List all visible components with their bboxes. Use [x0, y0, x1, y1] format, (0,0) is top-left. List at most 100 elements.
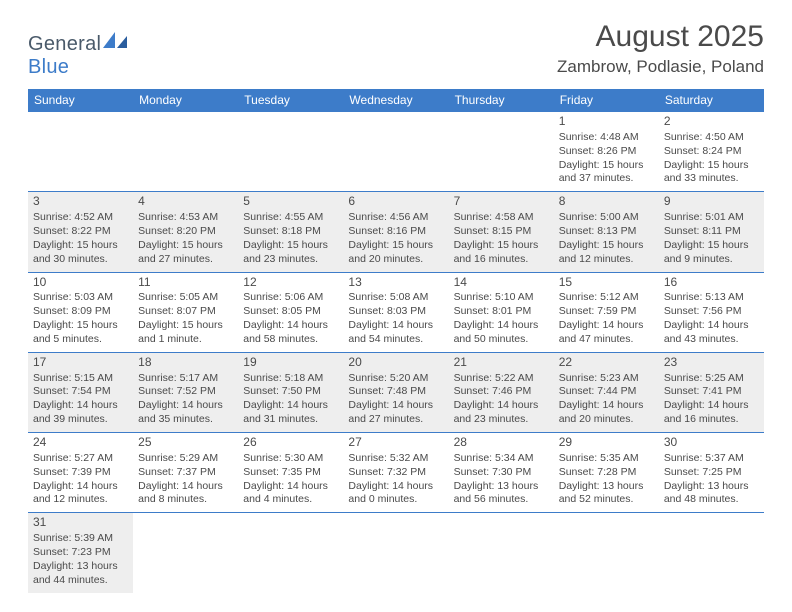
- day-cell: 29Sunrise: 5:35 AMSunset: 7:28 PMDayligh…: [554, 433, 659, 513]
- dayname: Monday: [133, 89, 238, 112]
- sunrise-text: Sunrise: 5:00 AM: [559, 211, 654, 225]
- sunset-text: Sunset: 8:22 PM: [33, 225, 128, 239]
- sunrise-text: Sunrise: 4:58 AM: [454, 211, 549, 225]
- day-cell: 5Sunrise: 4:55 AMSunset: 8:18 PMDaylight…: [238, 192, 343, 272]
- sunset-text: Sunset: 7:46 PM: [454, 385, 549, 399]
- daynames-row: Sunday Monday Tuesday Wednesday Thursday…: [28, 89, 764, 112]
- sunrise-text: Sunrise: 4:55 AM: [243, 211, 338, 225]
- week-row: 24Sunrise: 5:27 AMSunset: 7:39 PMDayligh…: [28, 433, 764, 513]
- day-number: 20: [348, 355, 443, 371]
- daylight-text: and 43 minutes.: [664, 333, 759, 347]
- daylight-text: Daylight: 14 hours: [33, 480, 128, 494]
- daylight-text: and 56 minutes.: [454, 493, 549, 507]
- day-number: 5: [243, 194, 338, 210]
- day-number: 10: [33, 275, 128, 291]
- daylight-text: Daylight: 14 hours: [559, 399, 654, 413]
- daylight-text: and 20 minutes.: [559, 413, 654, 427]
- day-number: 17: [33, 355, 128, 371]
- week-row: 17Sunrise: 5:15 AMSunset: 7:54 PM Dayligh…: [28, 352, 764, 432]
- day-number: 22: [559, 355, 654, 371]
- day-cell: [449, 513, 554, 593]
- daylight-text: Daylight: 14 hours: [138, 399, 233, 413]
- sunset-text: Sunset: 8:26 PM: [559, 145, 654, 159]
- dayname: Sunday: [28, 89, 133, 112]
- daylight-text: and 39 minutes.: [33, 413, 128, 427]
- sunset-text: Sunset: 7:30 PM: [454, 466, 549, 480]
- sunrise-text: Sunrise: 5:29 AM: [138, 452, 233, 466]
- day-number: 31: [33, 515, 128, 531]
- daylight-text: and 4 minutes.: [243, 493, 338, 507]
- sunset-text: Sunset: 7:41 PM: [664, 385, 759, 399]
- sunset-text: Sunset: 7:56 PM: [664, 305, 759, 319]
- daylight-text: Daylight: 14 hours: [138, 480, 233, 494]
- sunset-text: Sunset: 7:48 PM: [348, 385, 443, 399]
- daylight-text: Daylight: 15 hours: [664, 239, 759, 253]
- sunrise-text: Sunrise: 4:53 AM: [138, 211, 233, 225]
- day-cell: 25Sunrise: 5:29 AMSunset: 7:37 PMDayligh…: [133, 433, 238, 513]
- daylight-text: and 16 minutes.: [454, 253, 549, 267]
- day-cell: [238, 112, 343, 192]
- daylight-text: and 12 minutes.: [33, 493, 128, 507]
- daylight-text: and 20 minutes.: [348, 253, 443, 267]
- day-number: 13: [348, 275, 443, 291]
- day-number: 2: [664, 114, 759, 130]
- daylight-text: Daylight: 14 hours: [559, 319, 654, 333]
- daylight-text: and 33 minutes.: [664, 172, 759, 186]
- sunrise-text: Sunrise: 5:15 AM: [33, 372, 128, 386]
- day-cell: 28Sunrise: 5:34 AMSunset: 7:30 PMDayligh…: [449, 433, 554, 513]
- daylight-text: and 8 minutes.: [138, 493, 233, 507]
- daylight-text: Daylight: 13 hours: [664, 480, 759, 494]
- daylight-text: Daylight: 15 hours: [33, 239, 128, 253]
- daylight-text: and 16 minutes.: [664, 413, 759, 427]
- day-number: 25: [138, 435, 233, 451]
- daylight-text: and 23 minutes.: [454, 413, 549, 427]
- day-cell: 4Sunrise: 4:53 AMSunset: 8:20 PMDaylight…: [133, 192, 238, 272]
- sunrise-text: Sunrise: 5:08 AM: [348, 291, 443, 305]
- day-number: 23: [664, 355, 759, 371]
- daylight-text: Daylight: 15 hours: [664, 159, 759, 173]
- sunset-text: Sunset: 8:18 PM: [243, 225, 338, 239]
- day-number: 9: [664, 194, 759, 210]
- daylight-text: Daylight: 13 hours: [559, 480, 654, 494]
- day-cell: [659, 513, 764, 593]
- sunset-text: Sunset: 8:07 PM: [138, 305, 233, 319]
- day-cell: 30Sunrise: 5:37 AMSunset: 7:25 PMDayligh…: [659, 433, 764, 513]
- day-number: 1: [559, 114, 654, 130]
- day-cell: 10Sunrise: 5:03 AMSunset: 8:09 PMDayligh…: [28, 272, 133, 352]
- sunset-text: Sunset: 8:13 PM: [559, 225, 654, 239]
- week-row: 10Sunrise: 5:03 AMSunset: 8:09 PMDayligh…: [28, 272, 764, 352]
- day-cell: 6Sunrise: 4:56 AMSunset: 8:16 PMDaylight…: [343, 192, 448, 272]
- sunrise-text: Sunrise: 5:12 AM: [559, 291, 654, 305]
- sunrise-text: Sunrise: 5:06 AM: [243, 291, 338, 305]
- sunset-text: Sunset: 7:59 PM: [559, 305, 654, 319]
- day-cell: 31Sunrise: 5:39 AMSunset: 7:23 PMDayligh…: [28, 513, 133, 593]
- day-number: 16: [664, 275, 759, 291]
- daylight-text: Daylight: 15 hours: [454, 239, 549, 253]
- daylight-text: and 0 minutes.: [348, 493, 443, 507]
- day-cell: 27Sunrise: 5:32 AMSunset: 7:32 PMDayligh…: [343, 433, 448, 513]
- sunset-text: Sunset: 7:44 PM: [559, 385, 654, 399]
- day-number: 28: [454, 435, 549, 451]
- sunset-text: Sunset: 8:15 PM: [454, 225, 549, 239]
- sunrise-text: Sunrise: 5:34 AM: [454, 452, 549, 466]
- header: GeneralBlue August 2025 Zambrow, Podlasi…: [28, 20, 764, 79]
- day-cell: [28, 112, 133, 192]
- daylight-text: Daylight: 13 hours: [33, 560, 128, 574]
- dayname: Saturday: [659, 89, 764, 112]
- sunset-text: Sunset: 7:54 PM: [33, 385, 128, 399]
- sunset-text: Sunset: 8:05 PM: [243, 305, 338, 319]
- daylight-text: and 12 minutes.: [559, 253, 654, 267]
- week-row: 3Sunrise: 4:52 AMSunset: 8:22 PMDaylight…: [28, 192, 764, 272]
- daylight-text: and 23 minutes.: [243, 253, 338, 267]
- sunrise-text: Sunrise: 5:20 AM: [348, 372, 443, 386]
- dayname: Wednesday: [343, 89, 448, 112]
- sunrise-text: Sunrise: 5:32 AM: [348, 452, 443, 466]
- daylight-text: and 9 minutes.: [664, 253, 759, 267]
- daylight-text: Daylight: 14 hours: [348, 319, 443, 333]
- day-cell: 7Sunrise: 4:58 AMSunset: 8:15 PMDaylight…: [449, 192, 554, 272]
- daylight-text: Daylight: 15 hours: [559, 159, 654, 173]
- sunrise-text: Sunrise: 4:50 AM: [664, 131, 759, 145]
- daylight-text: and 52 minutes.: [559, 493, 654, 507]
- daylight-text: Daylight: 14 hours: [454, 399, 549, 413]
- sunset-text: Sunset: 7:39 PM: [33, 466, 128, 480]
